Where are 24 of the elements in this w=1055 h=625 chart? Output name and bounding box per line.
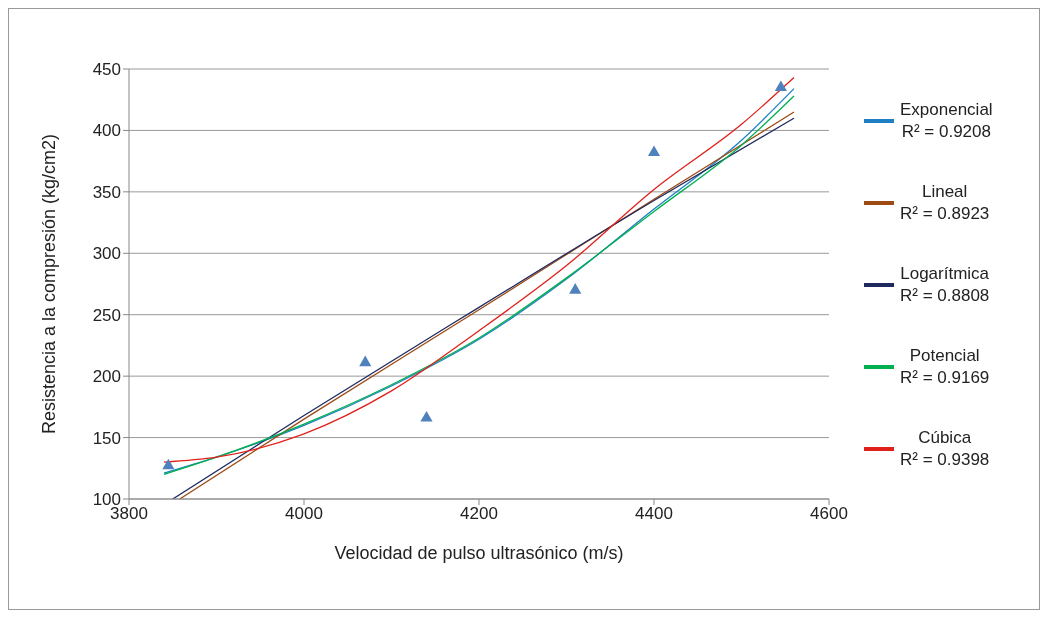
legend-label: Cúbica R² = 0.9398 [900,427,990,471]
y-tick-label: 450 [92,60,121,80]
y-tick-label: 200 [92,367,121,387]
x-tick-label: 4000 [285,504,323,524]
y-tick-label: 350 [92,182,121,202]
point [359,355,372,367]
y-tick-label: 250 [92,305,121,325]
point [162,458,175,470]
x-tick-label: 4600 [810,504,848,524]
y-tick-label: 300 [92,244,121,264]
point [774,80,787,91]
legend-label: Exponencial R² = 0.9208 [900,99,993,143]
y-tick-label: 400 [92,121,121,141]
legend-label: Logarítmica R² = 0.8808 [900,263,990,307]
x-tick-label: 4400 [635,504,673,524]
y-tick-label: 150 [92,428,121,448]
y-axis-title: Resistencia a la compresión (kg/cm2) [39,133,60,435]
x-tick-label: 4200 [460,504,498,524]
point [647,145,661,157]
legend-label: Lineal R² = 0.8923 [900,181,990,225]
legend-label: Potencial R² = 0.9169 [900,345,990,389]
point [569,283,582,294]
point [420,410,433,422]
x-axis-title: Velocidad de pulso ultrasónico (m/s) [334,543,624,563]
